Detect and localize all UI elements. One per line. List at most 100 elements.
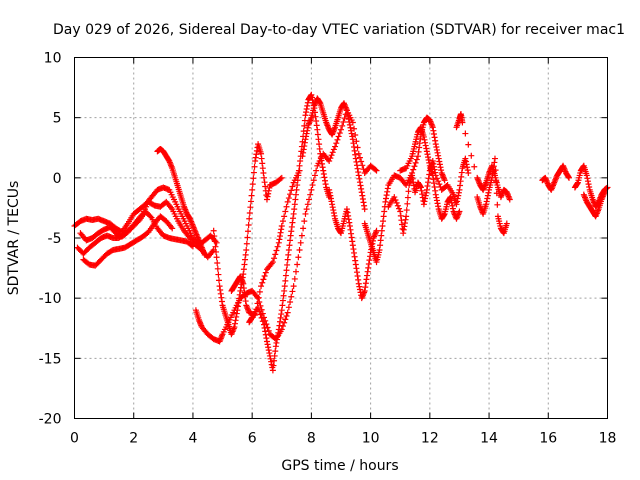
data-point [247,198,254,205]
x-tick-label: 6 [248,431,257,447]
data-point [313,167,320,174]
data-point [493,190,500,197]
data-point [391,194,398,201]
data-point [284,261,291,268]
series-track-p [474,155,510,237]
data-point [252,312,259,319]
data-point [336,130,343,137]
data-point [405,188,412,195]
x-tick-label: 16 [539,431,557,447]
data-point [298,232,305,239]
data-point [243,240,250,247]
data-point [404,194,411,201]
data-point [393,199,400,206]
data-point [296,247,303,254]
data-point [373,167,380,174]
data-point [339,122,346,129]
chart-title: Day 029 of 2026, Sidereal Day-to-day VTE… [53,22,625,38]
data-point [492,167,499,174]
data-point [214,260,221,267]
data-point [260,276,267,283]
data-point [261,273,268,280]
data-point [211,238,218,245]
data-point [269,259,276,266]
x-tick-label: 12 [421,431,439,447]
data-point [214,265,221,272]
data-point [303,206,310,213]
data-point [250,169,257,176]
data-point [282,316,289,323]
data-point [471,163,478,170]
data-point [404,200,411,207]
data-point [246,215,253,222]
y-tick-label: -10 [39,291,62,307]
data-point [169,225,176,232]
y-axis-label: SDTVAR / TECUs [6,181,22,296]
data-point [333,140,340,147]
series-track-h [246,91,333,374]
data-point [300,225,307,232]
data-point [285,304,292,311]
data-point [248,192,255,199]
data-point [361,206,368,213]
data-point [245,222,252,229]
data-point [294,261,301,268]
data-point [494,201,501,208]
data-point [340,118,347,125]
data-point [245,228,252,235]
data-point [456,208,463,215]
data-point [215,271,222,278]
tick-layer: 0 2 4 6 8 10 12 14 16 18 -20 -15 -10 -5 0 5 10 [39,51,617,447]
data-point [338,126,344,133]
data-point [288,187,295,194]
data-point [277,175,284,182]
data-point [212,243,219,250]
data-point [301,117,308,124]
series-track-g [210,141,285,338]
series-track-n [397,124,463,222]
data-point [249,181,256,188]
data-point [256,288,263,295]
data-point [355,150,362,157]
data-point [292,268,299,275]
data-point [211,233,218,240]
series-track-o [453,111,513,203]
data-point [410,166,417,173]
data-point [334,136,341,143]
x-tick-label: 0 [70,431,79,447]
data-point [301,122,308,129]
data-point [356,154,363,161]
y-tick-label: -15 [39,351,62,367]
data-point [310,177,317,184]
data-point [394,202,401,209]
data-point [216,277,223,284]
data-point [503,220,510,227]
data-point [282,277,289,284]
data-point [308,186,315,193]
data-point [465,170,472,177]
data-point [147,213,154,220]
series-track-s [580,189,608,220]
data-point [213,254,220,261]
data-point [297,239,304,246]
data-point [188,242,195,249]
data-point [282,208,289,215]
data-point [403,213,410,220]
data-point [411,163,418,170]
series-track-c [77,208,196,250]
data-point [601,189,608,196]
data-point [288,293,295,300]
data-point [287,299,294,306]
series-track-d [80,213,176,269]
data-point [341,115,348,122]
data-point [262,269,269,276]
data-point [249,186,256,193]
data-point [307,191,314,198]
data-point [359,162,366,169]
data-point [284,309,291,316]
data-point [259,279,266,286]
data-point [281,283,288,290]
data-point [278,174,285,181]
data-point [285,195,292,202]
data-point [332,143,339,150]
